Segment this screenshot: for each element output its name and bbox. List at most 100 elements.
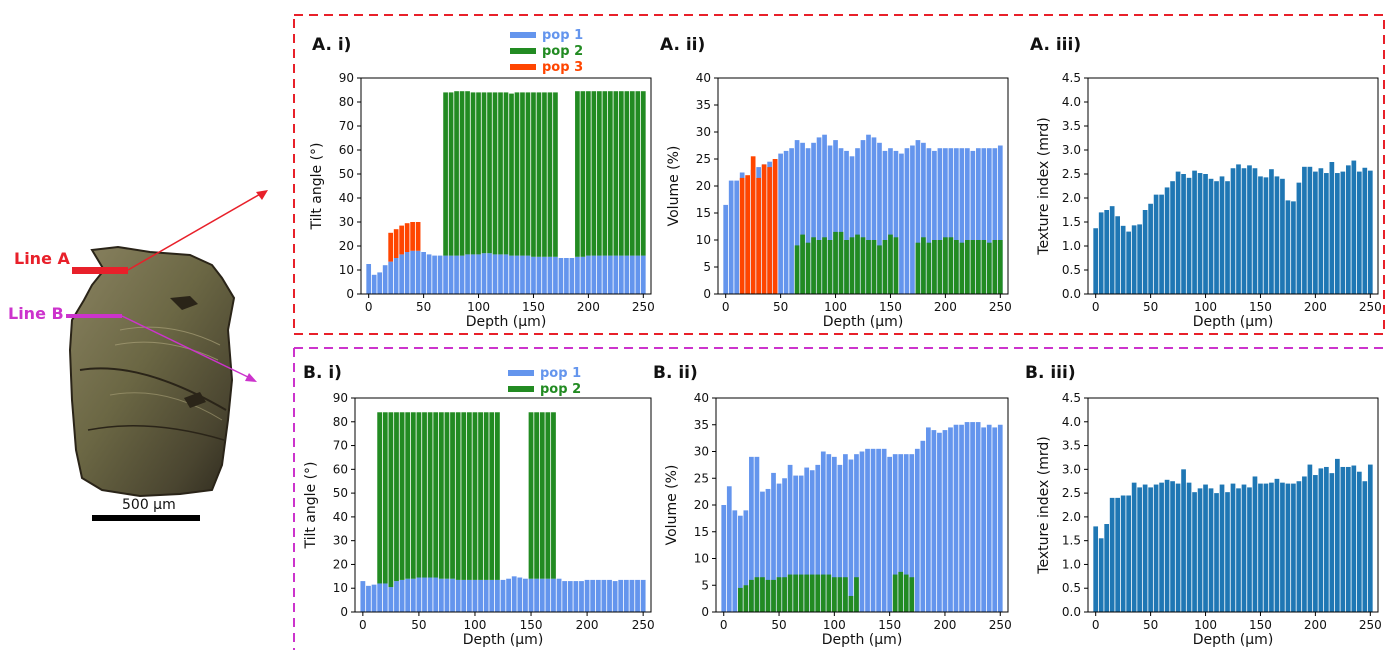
bar-texture-index	[1345, 466, 1351, 612]
bar-pop-1	[595, 579, 601, 612]
bar-pop-1	[531, 256, 536, 294]
bar-pop-1	[881, 448, 887, 612]
bar-pop-1	[388, 587, 394, 612]
bar-pop-2	[743, 585, 749, 612]
bar-pop-1	[580, 256, 586, 294]
bar-pop-1	[553, 256, 558, 294]
bar-pop-1	[483, 579, 489, 612]
bar-texture-index	[1120, 225, 1126, 294]
bar-texture-index	[1291, 483, 1296, 612]
bar-pop-2	[932, 240, 937, 294]
bar-pop-1	[926, 427, 931, 612]
bar-pop-1	[948, 148, 954, 294]
bar-texture-index	[1258, 483, 1263, 612]
bar-pop-1	[754, 456, 760, 612]
bar-pop-1	[964, 422, 970, 612]
bar-pop-2	[547, 92, 553, 257]
bar-pop-1	[382, 583, 388, 612]
bar-pop-1	[992, 427, 998, 612]
bar-pop-1	[618, 255, 624, 294]
bar-pop-3	[761, 164, 767, 294]
bar-pop-1	[426, 254, 432, 294]
bar-pop-2	[921, 237, 926, 294]
x-tick-label: 150	[1249, 300, 1272, 314]
bar-texture-index	[1313, 475, 1318, 612]
bar-pop-2	[820, 574, 826, 612]
bar-texture-index	[1329, 162, 1335, 294]
x-tick-label: 0	[720, 618, 728, 632]
bar-pop-1	[859, 451, 865, 612]
bar-pop-2	[472, 412, 478, 580]
bar-pop-1	[454, 255, 459, 294]
bar-pop-2	[597, 91, 602, 256]
bar-pop-1	[843, 454, 848, 612]
bar-pop-1	[528, 578, 534, 612]
bar-texture-index	[1208, 488, 1214, 612]
bar-pop-2	[860, 237, 866, 294]
bar-pop-2	[822, 237, 827, 294]
bar-texture-index	[1318, 168, 1324, 294]
y-tick-label: 0.5	[1062, 581, 1081, 595]
bar-pop-1	[986, 424, 992, 612]
bar-pop-1	[450, 578, 455, 612]
bar-pop-2	[749, 579, 754, 612]
bar-pop-2	[815, 574, 821, 612]
bar-pop-1	[959, 148, 965, 294]
panel-label: B. iii)	[1025, 363, 1076, 383]
bar-pop-1	[921, 142, 926, 294]
bar-pop-3	[750, 156, 756, 294]
legend-label-pop-3: pop 3	[542, 60, 583, 75]
bar-texture-index	[1335, 458, 1340, 612]
y-tick-label: 35	[694, 418, 709, 432]
bar-pop-2	[629, 91, 635, 256]
bar-pop-1	[534, 578, 540, 612]
bar-pop-1	[866, 134, 871, 294]
bar-pop-3	[388, 232, 393, 262]
x-tick-label: 100	[824, 300, 847, 314]
bar-pop-2	[849, 237, 855, 294]
bar-texture-index	[1203, 174, 1208, 294]
y-tick-label: 60	[339, 143, 354, 157]
bar-pop-1	[520, 255, 525, 294]
bar-pop-1	[822, 134, 827, 294]
bar-pop-2	[454, 91, 459, 256]
bar-texture-index	[1225, 492, 1230, 612]
y-tick-label: 4.0	[1062, 95, 1081, 109]
bar-pop-1	[816, 137, 822, 294]
bar-pop-2	[399, 412, 405, 580]
bar-pop-2	[760, 577, 765, 612]
bar-pop-2	[848, 595, 854, 612]
bar-pop-2	[794, 245, 800, 294]
bar-pop-1	[613, 255, 619, 294]
bar-pop-1	[494, 579, 500, 612]
bar-texture-index	[1362, 481, 1368, 612]
bar-pop-2	[782, 577, 787, 612]
y-tick-label: 80	[339, 95, 354, 109]
legend-swatch-pop-3	[510, 64, 536, 70]
y-tick-label: 30	[339, 215, 354, 229]
bar-texture-index	[1318, 468, 1324, 612]
bar-pop-2	[937, 240, 943, 294]
y-tick-label: 25	[696, 152, 711, 166]
sample-inclusion	[170, 296, 198, 310]
line-b-arrow	[121, 315, 251, 379]
bar-pop-2	[948, 237, 954, 294]
line-b-label: Line B	[8, 304, 64, 323]
x-tick-label: 50	[1143, 618, 1158, 632]
bar-pop-1	[783, 150, 789, 294]
y-tick-label: 2.0	[1062, 191, 1081, 205]
bar-texture-index	[1126, 231, 1131, 294]
y-tick-label: 40	[694, 391, 709, 405]
bar-pop-1	[844, 150, 849, 294]
y-tick-label: 2.5	[1062, 167, 1081, 181]
bar-pop-1	[427, 577, 433, 612]
y-axis-label: Volume (%)	[664, 465, 680, 546]
y-tick-label: 10	[339, 263, 354, 277]
y-tick-label: 50	[339, 167, 354, 181]
x-tick-label: 150	[520, 618, 543, 632]
bar-texture-index	[1197, 173, 1203, 294]
bar-pop-1	[558, 258, 564, 294]
bar-pop-1	[433, 577, 439, 612]
legend-swatch-pop-1	[508, 370, 534, 376]
bar-pop-3	[410, 222, 415, 251]
